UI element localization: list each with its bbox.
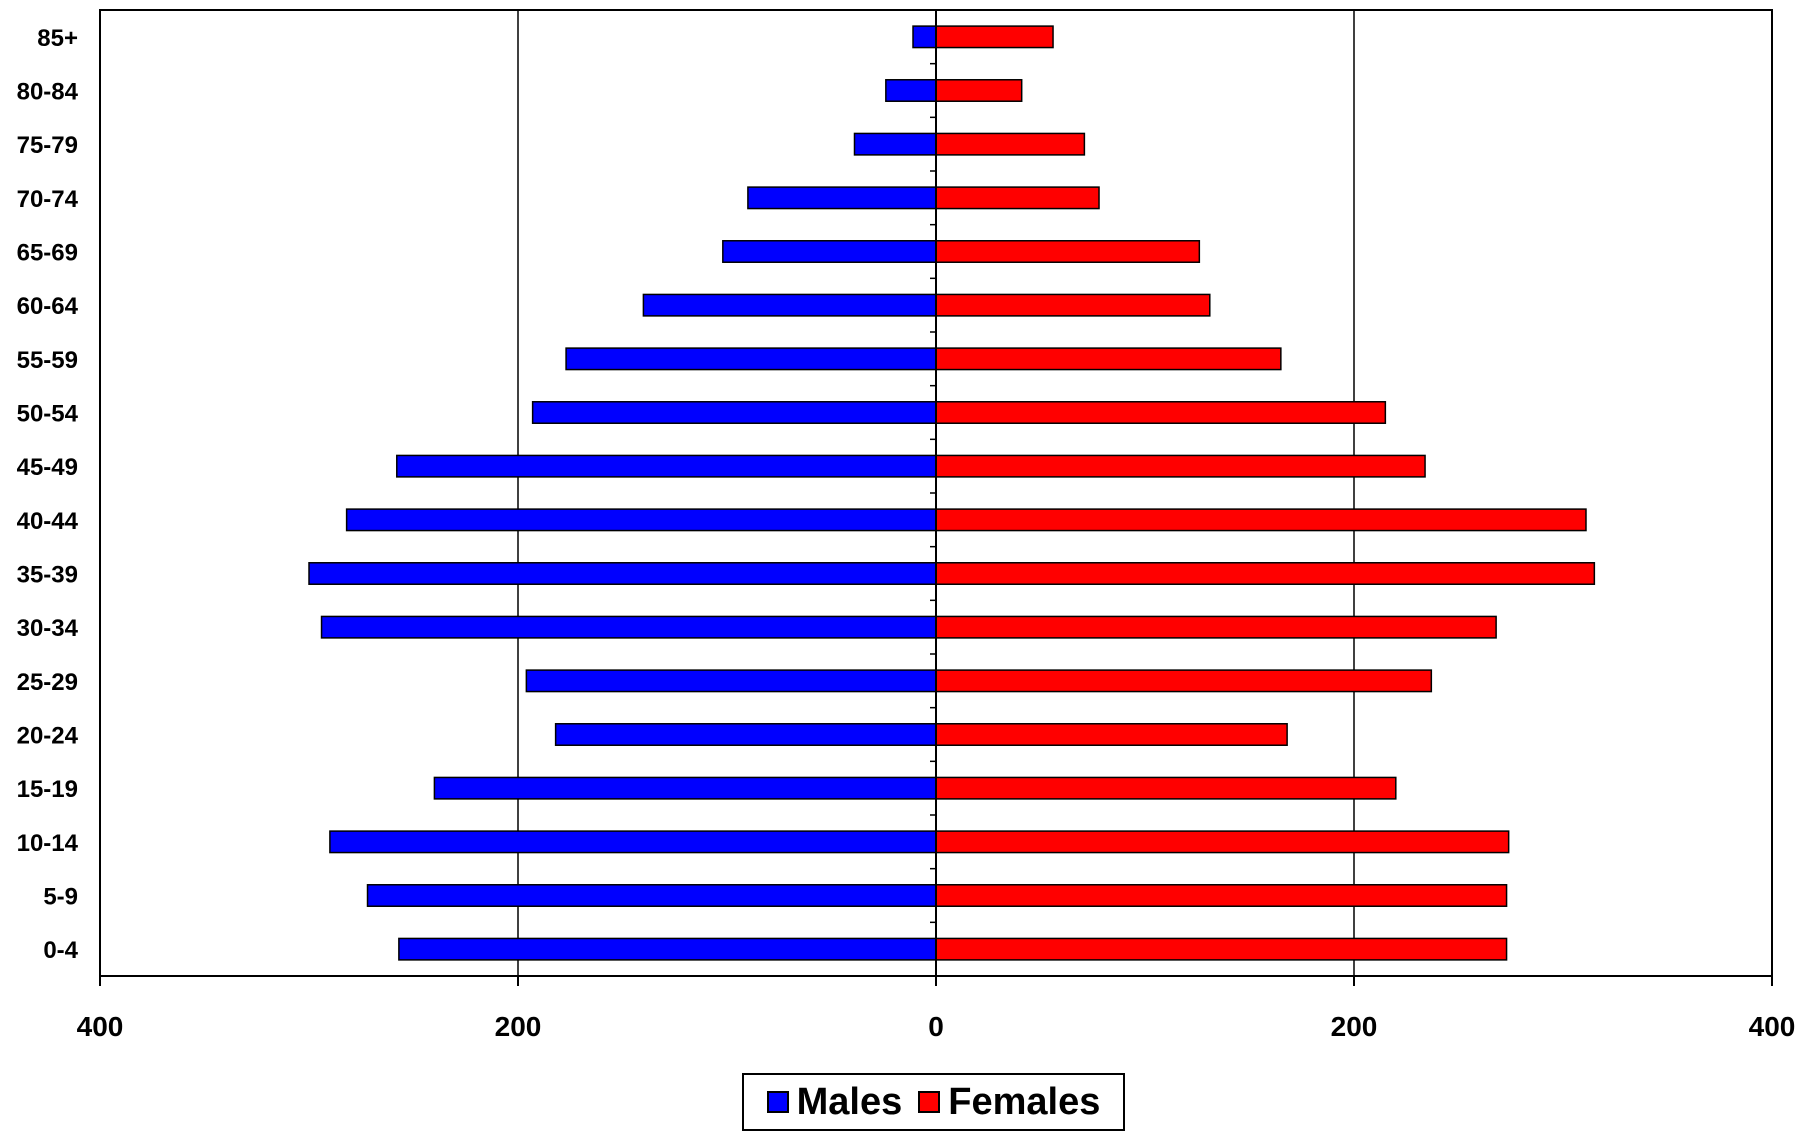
category-label: 15-19 bbox=[17, 776, 78, 803]
bar-males-65-69 bbox=[722, 240, 937, 263]
category-label: 10-14 bbox=[17, 830, 79, 857]
bar-females-5-9 bbox=[935, 884, 1508, 907]
bar-males-35-39 bbox=[308, 562, 937, 585]
bar-females-80-84 bbox=[935, 79, 1023, 102]
category-label: 45-49 bbox=[17, 454, 78, 481]
category-label: 75-79 bbox=[17, 132, 78, 159]
bar-males-10-14 bbox=[329, 830, 937, 854]
bar-females-50-54 bbox=[935, 401, 1387, 424]
bar-females-0-4 bbox=[935, 937, 1508, 961]
category-label: 0-4 bbox=[43, 937, 78, 964]
bar-males-50-54 bbox=[531, 401, 937, 424]
bar-males-5-9 bbox=[366, 884, 937, 907]
bar-females-25-29 bbox=[935, 669, 1433, 693]
bar-females-20-24 bbox=[935, 723, 1288, 746]
x-tick-labels: 400 200 0 200 400 bbox=[77, 1011, 1796, 1042]
category-labels: 85+ 80-84 75-79 70-74 65-69 60-64 55-59 50-54 45… bbox=[17, 25, 79, 964]
bar-females-55-59 bbox=[935, 347, 1282, 371]
center-axis bbox=[99, 9, 1773, 986]
category-label: 40-44 bbox=[17, 508, 79, 535]
bar-males-20-24 bbox=[554, 723, 937, 746]
bar-females-70-74 bbox=[935, 186, 1100, 210]
bar-females-35-39 bbox=[935, 562, 1596, 585]
x-tick-label: 200 bbox=[495, 1011, 542, 1042]
legend-swatch-females bbox=[918, 1091, 941, 1113]
x-tick-label: 400 bbox=[1749, 1011, 1796, 1042]
bar-males-30-34 bbox=[320, 615, 937, 639]
x-tick-label: 200 bbox=[1331, 1011, 1378, 1042]
x-tick-label: 400 bbox=[77, 1011, 124, 1042]
category-label: 65-69 bbox=[17, 240, 78, 267]
bar-females-30-34 bbox=[935, 615, 1497, 639]
bar-males-70-74 bbox=[747, 186, 937, 210]
bar-males-60-64 bbox=[642, 293, 937, 317]
category-label: 20-24 bbox=[17, 723, 79, 750]
bar-females-15-19 bbox=[935, 776, 1397, 800]
bar-males-55-59 bbox=[565, 347, 937, 371]
x-tick-label: 0 bbox=[928, 1011, 944, 1042]
category-label: 80-84 bbox=[17, 79, 79, 106]
bar-males-25-29 bbox=[525, 669, 937, 693]
category-label: 25-29 bbox=[17, 669, 78, 696]
category-label: 30-34 bbox=[17, 615, 79, 642]
bars bbox=[308, 25, 1596, 961]
bar-males-0-4 bbox=[398, 937, 937, 961]
category-label: 85+ bbox=[37, 25, 78, 52]
category-label: 60-64 bbox=[17, 293, 79, 320]
legend-swatch-males bbox=[766, 1091, 789, 1113]
category-label: 5-9 bbox=[43, 884, 78, 911]
legend-item-males: Males bbox=[766, 1080, 903, 1124]
bar-females-65-69 bbox=[935, 240, 1201, 263]
legend: Males Females bbox=[742, 1073, 1125, 1131]
bar-females-75-79 bbox=[935, 132, 1086, 156]
bar-females-10-14 bbox=[935, 830, 1510, 854]
bar-females-60-64 bbox=[935, 293, 1211, 317]
bar-females-40-44 bbox=[935, 508, 1587, 532]
bar-males-15-19 bbox=[433, 776, 937, 800]
bar-males-45-49 bbox=[396, 454, 937, 478]
bar-males-85+ bbox=[912, 25, 937, 49]
category-label: 70-74 bbox=[17, 186, 79, 213]
bar-males-80-84 bbox=[885, 79, 937, 102]
bar-females-85+ bbox=[935, 25, 1054, 49]
category-label: 55-59 bbox=[17, 347, 78, 374]
bar-females-45-49 bbox=[935, 454, 1426, 478]
legend-item-females: Females bbox=[918, 1081, 1100, 1124]
bar-males-40-44 bbox=[345, 508, 937, 532]
bar-males-75-79 bbox=[853, 132, 937, 156]
category-label: 50-54 bbox=[17, 401, 79, 428]
legend-label-males: Males bbox=[796, 1080, 903, 1123]
legend-label-females: Females bbox=[948, 1080, 1101, 1123]
category-label: 35-39 bbox=[17, 562, 78, 589]
